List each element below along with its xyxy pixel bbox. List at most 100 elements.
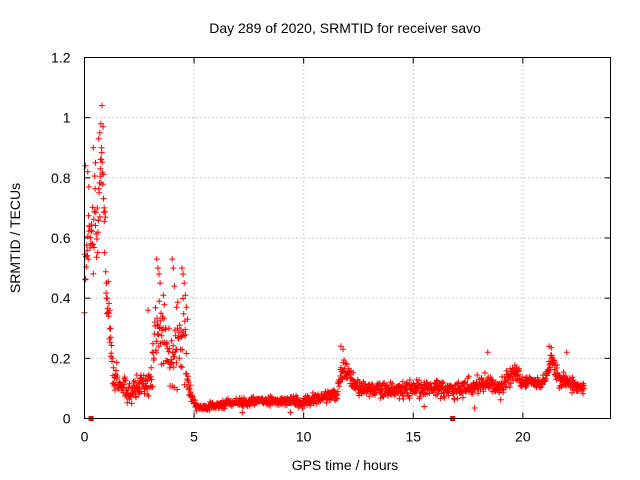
data-point <box>95 229 101 236</box>
data-point <box>126 396 133 403</box>
data-point <box>85 212 92 219</box>
data-point <box>177 363 184 370</box>
y-tick-label: 1.2 <box>51 50 71 66</box>
data-point <box>406 395 413 402</box>
data-point <box>109 355 116 362</box>
data-point <box>98 144 105 151</box>
data-point <box>133 394 140 401</box>
data-point <box>124 387 130 394</box>
data-point <box>135 379 142 386</box>
data-point <box>180 271 187 278</box>
data-point <box>421 403 428 410</box>
data-point <box>87 234 94 241</box>
data-point <box>82 162 89 169</box>
data-point <box>106 300 112 307</box>
data-point <box>105 310 112 317</box>
data-point <box>121 381 127 388</box>
data-point <box>91 208 98 215</box>
data-point <box>94 249 101 256</box>
data-point <box>100 171 107 178</box>
data-point <box>180 295 186 302</box>
tick-labels: 0 5 10 15 20 0 0.2 0.4 0.6 0.8 1 1.2 <box>51 50 531 445</box>
data-point <box>165 348 172 355</box>
data-point <box>158 310 164 317</box>
data-point <box>85 256 92 263</box>
data-point <box>183 350 190 357</box>
data-point <box>148 364 155 371</box>
data-point <box>136 389 143 396</box>
data-point <box>97 165 104 172</box>
data-point <box>84 168 91 175</box>
data-points <box>81 102 588 421</box>
data-point <box>341 357 347 363</box>
data-point <box>334 388 341 395</box>
data-point <box>342 360 349 367</box>
data-point <box>151 355 157 362</box>
data-point <box>187 382 194 389</box>
data-point <box>174 299 181 306</box>
data-point <box>163 339 170 346</box>
data-point <box>91 244 97 251</box>
data-point <box>103 295 110 302</box>
y-tick-label: 1 <box>63 110 71 126</box>
data-point <box>416 393 423 400</box>
data-point <box>179 346 186 353</box>
data-point <box>239 409 246 416</box>
data-point <box>85 183 92 190</box>
data-point <box>110 364 117 371</box>
data-point <box>481 369 488 376</box>
data-point <box>152 304 159 311</box>
data-point <box>192 397 198 404</box>
data-point <box>159 327 166 334</box>
data-point <box>538 384 545 391</box>
data-point <box>406 377 413 383</box>
data-point <box>267 402 274 409</box>
chart-title: Day 289 of 2020, SRMTID for receiver sav… <box>209 20 481 36</box>
y-tick-label: 0.4 <box>51 290 71 306</box>
data-point <box>569 374 576 381</box>
data-point <box>465 373 472 380</box>
data-point <box>166 364 173 371</box>
data-point <box>475 390 481 397</box>
data-point <box>95 217 102 224</box>
data-point <box>90 216 97 223</box>
data-point <box>185 373 192 380</box>
data-point <box>106 325 113 332</box>
data-point <box>92 222 99 229</box>
data-point <box>153 256 160 263</box>
x-axis-label: GPS time / hours <box>292 457 399 473</box>
data-point <box>145 307 152 314</box>
data-point <box>102 214 109 221</box>
data-point <box>92 159 99 166</box>
data-point <box>505 379 512 386</box>
data-point <box>460 394 466 401</box>
data-point <box>166 325 172 332</box>
data-point <box>570 377 577 383</box>
data-point <box>464 381 471 388</box>
data-point <box>100 123 107 130</box>
data-point <box>84 247 91 254</box>
data-point <box>400 396 407 402</box>
data-point <box>416 377 422 384</box>
data-point <box>96 189 103 196</box>
data-point <box>90 144 97 151</box>
data-point <box>405 392 412 399</box>
data-point <box>554 362 560 368</box>
data-point <box>99 159 106 166</box>
data-point <box>399 378 406 385</box>
data-point <box>157 317 164 324</box>
data-point <box>169 349 176 356</box>
data-point <box>113 359 120 366</box>
data-point <box>497 396 504 403</box>
data-point <box>404 389 411 396</box>
data-point <box>102 208 108 215</box>
data-point <box>170 364 177 371</box>
data-point <box>154 315 160 322</box>
y-tick-label: 0.8 <box>51 170 71 186</box>
data-point <box>181 332 188 339</box>
data-point <box>346 371 353 378</box>
x-tick-label: 5 <box>190 429 198 445</box>
data-point <box>90 270 97 277</box>
data-point <box>305 394 312 401</box>
data-point <box>105 278 112 285</box>
